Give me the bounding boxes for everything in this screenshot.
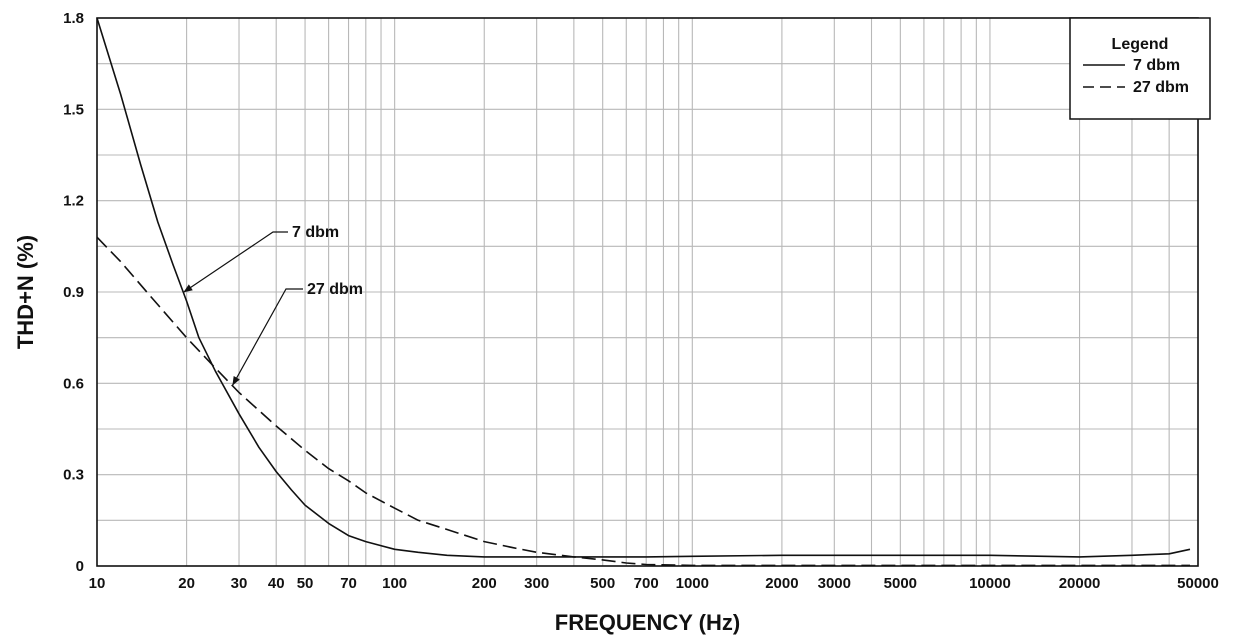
x-tick-label: 700 xyxy=(634,575,659,592)
y-tick-label: 0.9 xyxy=(63,284,84,301)
legend-box xyxy=(1069,17,1211,120)
x-tick-label: 1000 xyxy=(676,575,709,592)
x-tick-label: 30 xyxy=(231,575,248,592)
annotation-leader-line xyxy=(231,288,303,386)
x-tick-label: 20 xyxy=(178,575,195,592)
x-tick-label: 200 xyxy=(472,575,497,592)
x-tick-label: 300 xyxy=(524,575,549,592)
annotations: 7 dbm 27 dbm xyxy=(182,224,363,386)
x-tick-label: 50 xyxy=(297,575,314,592)
y-tick-label: 1.2 xyxy=(63,193,84,210)
annotation-label: 7 dbm xyxy=(292,224,339,241)
x-tick-label: 100 xyxy=(382,575,407,592)
legend-title: Legend xyxy=(1112,36,1169,53)
legend-label: 7 dbm xyxy=(1133,57,1180,74)
grid-lines xyxy=(96,18,1199,566)
x-tick-label: 2000 xyxy=(765,575,798,592)
legend: Legend 7 dbm 27 dbm xyxy=(1069,17,1211,120)
annotation-arrowhead xyxy=(232,376,240,386)
series-line-7-dbm xyxy=(96,17,1191,558)
plot-frame xyxy=(96,17,1199,567)
x-tick-label: 10 xyxy=(89,575,106,592)
x-tick-label: 3000 xyxy=(818,575,851,592)
tick-labels: 10 20 30 40 50 70 100 200 300 500 700 1000 2000 3000 5… xyxy=(63,10,1219,592)
annotation-arrowhead xyxy=(183,284,193,293)
x-tick-label: 10000 xyxy=(969,575,1011,592)
y-tick-label: 1.8 xyxy=(63,10,84,27)
legend-entries: 7 dbm 27 dbm xyxy=(1083,57,1189,96)
annotation-leader-line xyxy=(182,231,288,293)
x-tick-label: 50000 xyxy=(1177,575,1219,592)
x-tick-label: 70 xyxy=(340,575,357,592)
x-tick-label: 20000 xyxy=(1059,575,1101,592)
legend-label: 27 dbm xyxy=(1133,79,1189,96)
y-axis-title: THD+N (%) xyxy=(13,235,38,349)
y-tick-label: 1.5 xyxy=(63,101,84,118)
y-tick-label: 0.6 xyxy=(63,375,84,392)
x-tick-label: 500 xyxy=(590,575,615,592)
y-tick-label: 0 xyxy=(76,558,84,575)
annotation-label: 27 dbm xyxy=(307,281,363,298)
x-axis-title: FREQUENCY (Hz) xyxy=(555,610,740,635)
x-tick-label: 5000 xyxy=(884,575,917,592)
y-tick-label: 0.3 xyxy=(63,467,84,484)
x-tick-label: 40 xyxy=(268,575,285,592)
